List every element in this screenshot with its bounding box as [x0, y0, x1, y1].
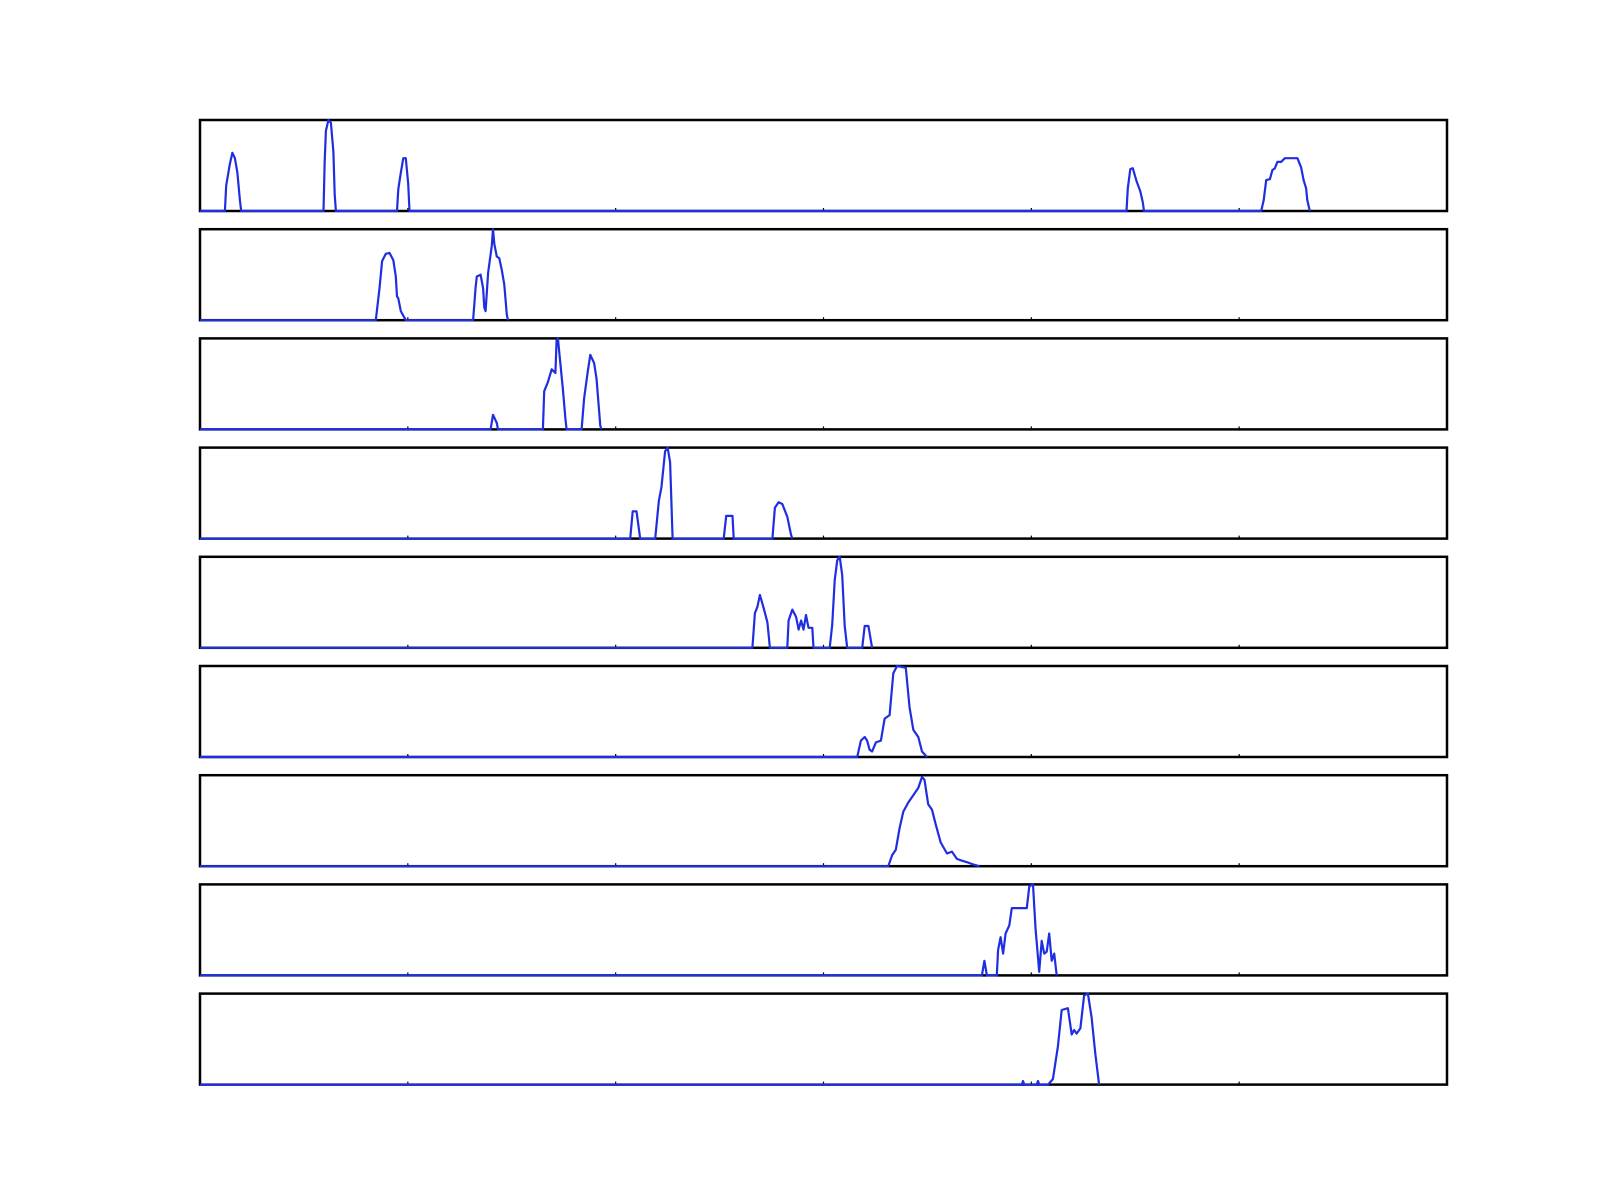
series-line-9 [200, 992, 1101, 1086]
panel-frame [198, 773, 1449, 868]
chart-panels [198, 118, 1449, 1086]
series-line-1 [200, 118, 1311, 213]
panel-frame [198, 446, 1449, 540]
chart-panel-1 [198, 118, 1449, 213]
chart-panel-7 [198, 773, 1449, 868]
panel-frame [198, 883, 1449, 977]
series-line-7 [200, 775, 980, 868]
chart-panel-6 [198, 664, 1449, 759]
chart-panel-5 [198, 555, 1449, 650]
chart-panel-9 [198, 992, 1449, 1086]
panel-frame [198, 992, 1449, 1086]
series-line-8 [200, 883, 1058, 977]
chart-panel-2 [198, 227, 1449, 322]
panel-frame [198, 337, 1449, 431]
panel-frame [198, 118, 1449, 213]
panel-frame [198, 664, 1449, 759]
chart-panel-4 [198, 446, 1449, 540]
series-line-6 [200, 664, 928, 759]
series-line-4 [200, 446, 794, 540]
panel-frame [198, 555, 1449, 650]
series-line-5 [200, 555, 874, 649]
chart-panel-3 [198, 337, 1449, 431]
series-line-2 [200, 228, 510, 322]
panel-frame [198, 227, 1449, 322]
chart-panel-8 [198, 883, 1449, 977]
series-line-3 [200, 337, 603, 431]
